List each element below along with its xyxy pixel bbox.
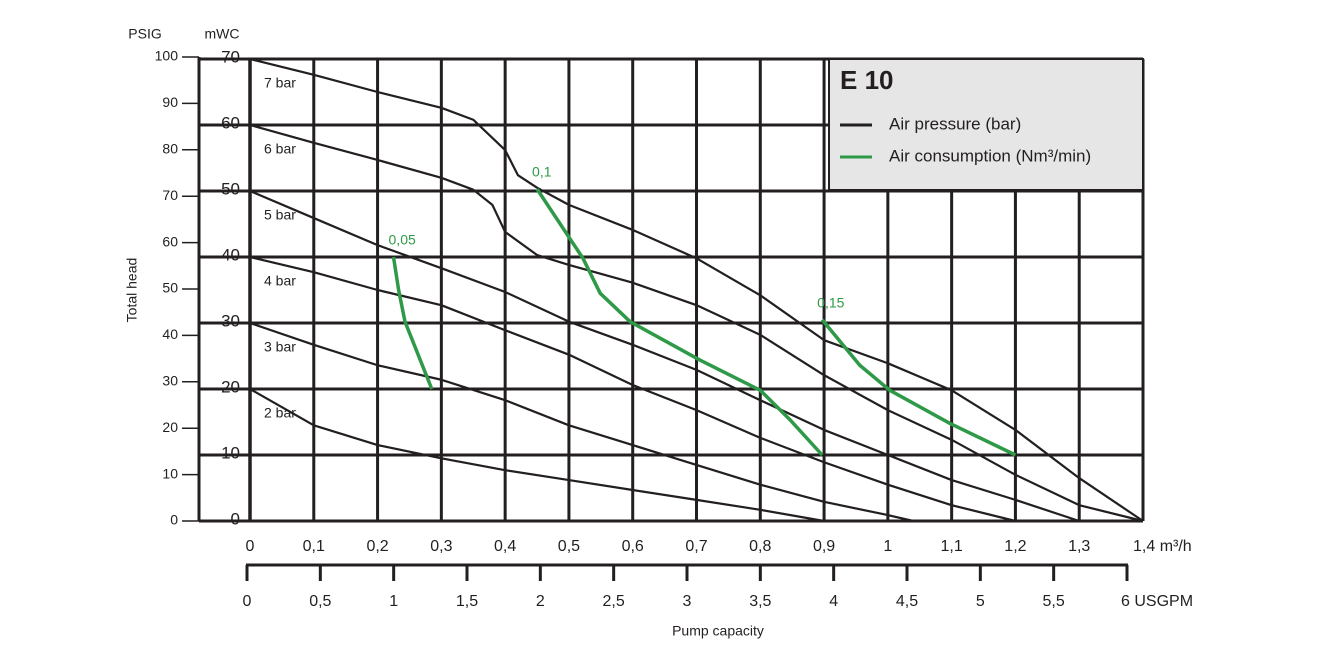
x-tick-label: 1,2 [1004,538,1026,555]
x-axis-title: Pump capacity [672,623,764,639]
x-tick-label: 1,4 m³/h [1133,538,1192,555]
x-tick-label: 0,6 [622,538,644,555]
curve [249,388,825,523]
curve-label: 0,1 [532,164,552,180]
y2-tick-label: 0 [170,512,178,528]
y-tick-label: 10 [221,443,240,462]
x2-tick-label: 1,5 [456,593,478,610]
curve-label: 6 bar [264,141,296,157]
y2-tick-label: 10 [162,465,178,481]
y-axis-title: Total head [124,258,140,323]
x-tick-label: 0,1 [303,538,325,555]
x2-tick-label: 2 [536,593,545,610]
y2-tick-label: 90 [162,94,178,110]
y2-tick-label: 100 [155,48,179,64]
y-tick-label: 40 [221,245,240,264]
x-tick-label: 0,3 [430,538,452,555]
curve-label: 0,15 [817,294,844,310]
curve-label: 2 bar [264,405,296,421]
y2-tick-label: 50 [162,280,178,296]
x-tick-label: 0,8 [749,538,771,555]
curve [249,57,1144,522]
x-tick-label: 0,2 [366,538,388,555]
y-tick-label: 60 [221,113,240,132]
y-unit: mWC [205,26,240,42]
y2-tick-label: 40 [162,326,178,342]
curve [249,255,1016,523]
curve [391,256,434,390]
x2-tick-label: 4 [829,593,838,610]
x2-tick-label: 6 USGPM [1121,593,1193,610]
y-tick-label: 70 [221,47,240,66]
y2-tick-label: 60 [162,233,178,249]
curve [249,321,914,523]
legend-label: Air pressure (bar) [889,114,1021,133]
curve [535,188,824,457]
x-tick-label: 1 [883,538,892,555]
legend-label: Air consumption (Nm³/min) [889,146,1091,165]
x2-tick-label: 3,5 [749,593,771,610]
curve [820,318,1017,457]
x2-tick-label: 1 [389,593,398,610]
y-tick-label: 30 [221,311,240,330]
y2-unit: PSIG [128,26,161,42]
axes: 0 0,1 0,2 0,3 0,4 0,5 0,6 0,7 0,8 0,9 1 1,1 1,2 1,3 1,… [155,47,1193,610]
curve-label: 5 bar [264,207,296,223]
y-tick-label: 0 [231,509,240,528]
x-tick-label: 0,4 [494,538,516,555]
x-tick-label: 1,1 [941,538,963,555]
x-tick-label: 0,9 [813,538,835,555]
x-tick-label: 0 [246,538,255,555]
x-tick-label: 0,7 [685,538,707,555]
grid [199,57,1145,523]
y-tick-label: 20 [221,377,240,396]
y2-tick-label: 20 [162,419,178,435]
curve [249,189,1080,523]
x2-tick-label: 5,5 [1043,593,1065,610]
x2-tick-label: 4,5 [896,593,918,610]
x2-tick-label: 0,5 [309,593,331,610]
curve-label: 4 bar [264,273,296,289]
y2-tick-label: 70 [162,187,178,203]
curve-label: 0,05 [389,232,416,248]
x-tick-label: 0,5 [558,538,580,555]
legend-box [828,58,1144,191]
x2-tick-label: 3 [683,593,692,610]
x2-tick-label: 2,5 [603,593,625,610]
curve-label: 3 bar [264,339,296,355]
y2-tick-label: 80 [162,141,178,157]
curves: 7 bar 6 bar 5 bar 4 bar 3 bar 2 bar 0,05 0,1 0,1… [249,57,1144,523]
curve [249,123,1144,523]
y-tick-label: 50 [221,179,240,198]
chart-title: E 10 [840,65,894,95]
x2-tick-label: 5 [976,593,985,610]
x-tick-label: 1,3 [1068,538,1090,555]
y2-tick-label: 30 [162,373,178,389]
x2-tick-label: 0 [243,593,252,610]
legend: E 10 Air pressure (bar) Air consumption (… [828,58,1144,191]
curve-label: 7 bar [264,75,296,91]
